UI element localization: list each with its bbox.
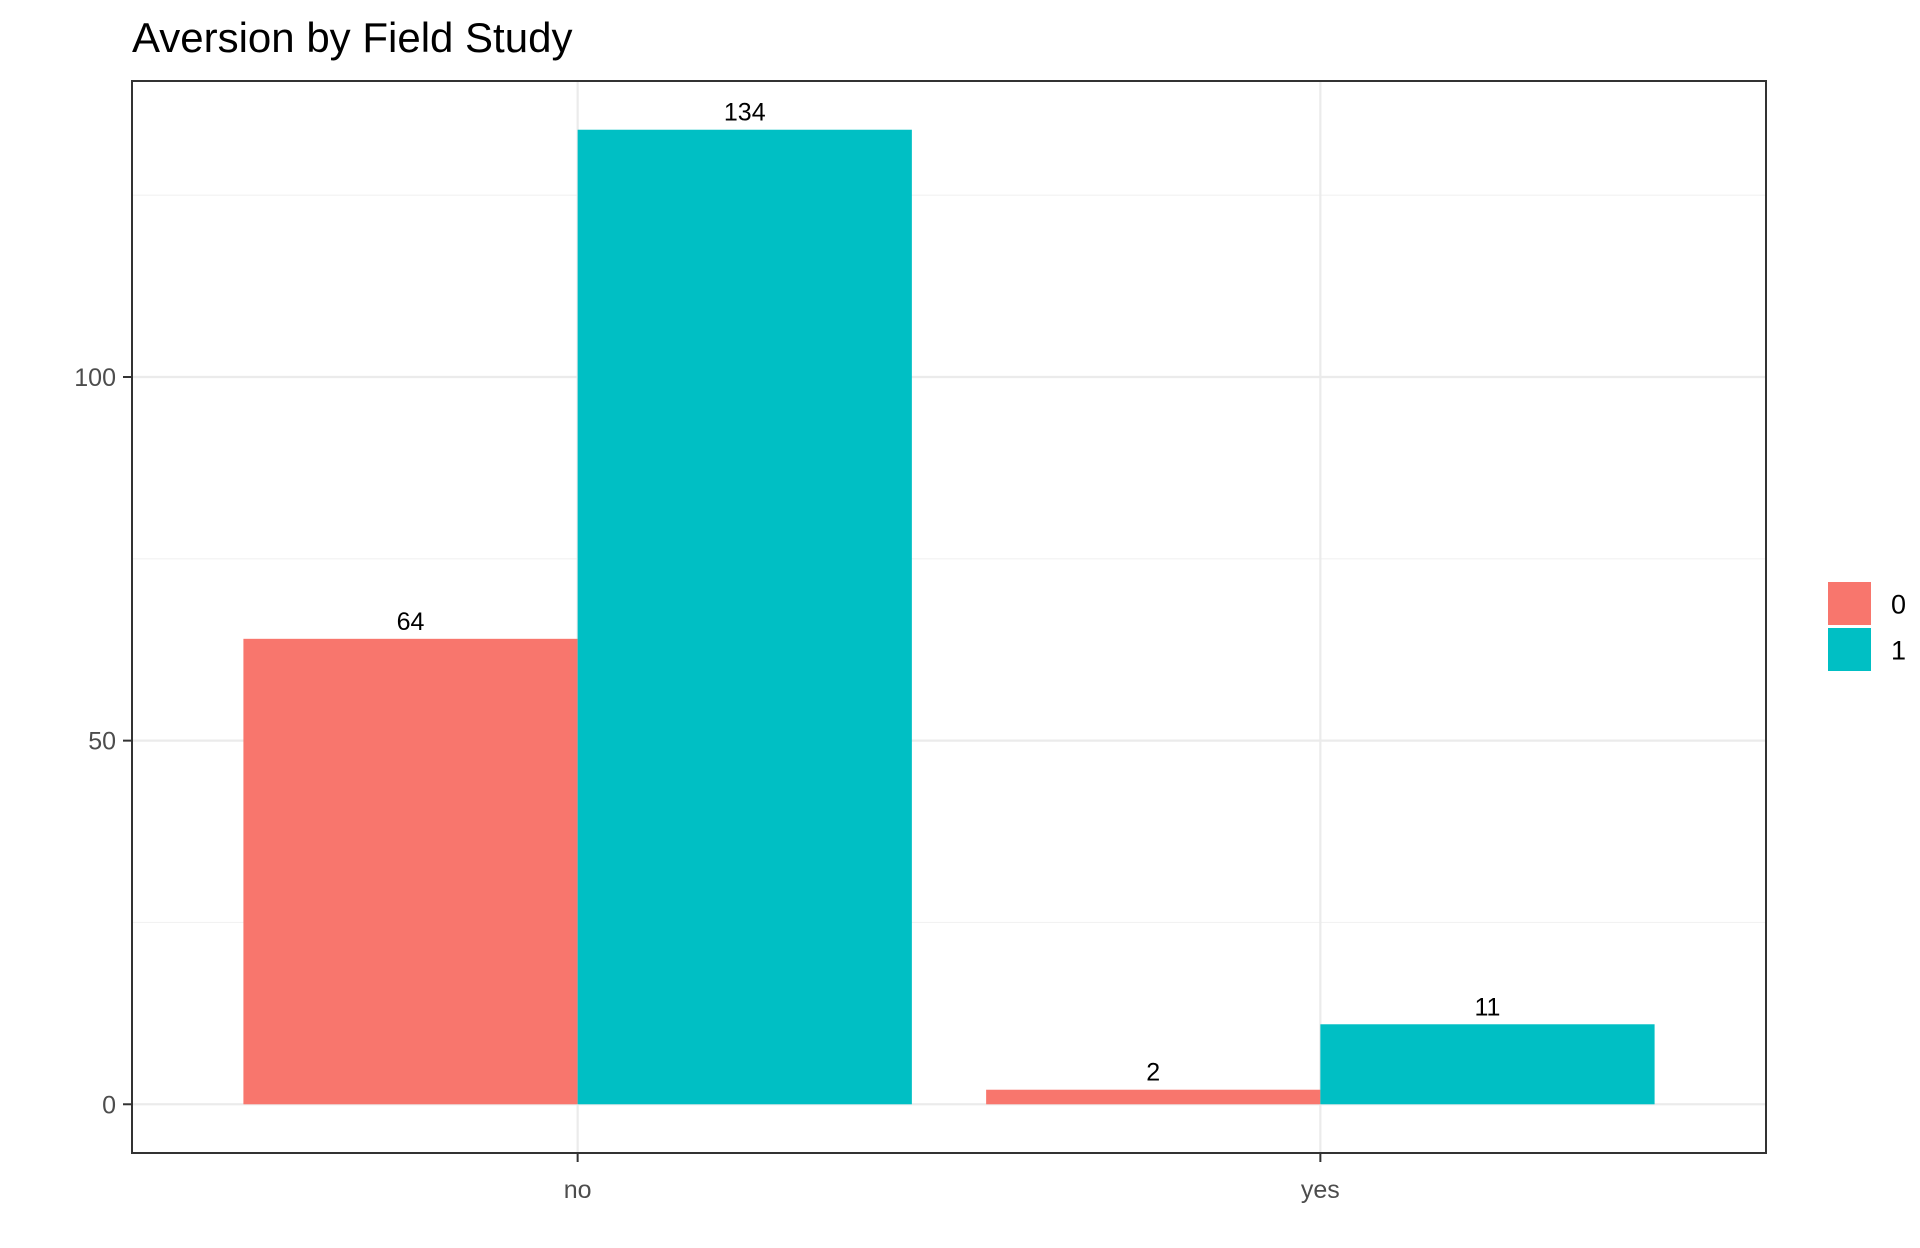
data-label: 2 [1146,1059,1160,1087]
legend-label: 0 [1891,590,1906,620]
bar-no-series-1 [577,129,912,1105]
data-label: 11 [1475,993,1501,1021]
bar-yes-series-0 [986,1089,1321,1105]
bars-layer [243,129,1655,1105]
bar-no-series-0 [243,638,578,1105]
data-labels-layer: 64 2 134 11 [397,99,1501,1087]
legend: 01 [1828,582,1906,671]
x-tick-label: yes [1301,1176,1340,1204]
chart-title: Aversion by Field Study [132,14,572,61]
data-label: 64 [397,608,425,636]
axes-layer: 0 50 100 no yes [74,364,1340,1204]
legend-key-0 [1828,582,1871,625]
panel-border [131,80,1767,1154]
y-tick-label: 50 [88,728,116,756]
data-label: 134 [724,99,766,127]
y-tick-label: 100 [74,364,116,392]
legend-key-1 [1828,628,1871,671]
y-tick-label: 0 [102,1091,116,1119]
x-tick-label: no [564,1176,592,1204]
bar-yes-series-1 [1320,1024,1655,1105]
legend-label: 1 [1891,636,1906,666]
